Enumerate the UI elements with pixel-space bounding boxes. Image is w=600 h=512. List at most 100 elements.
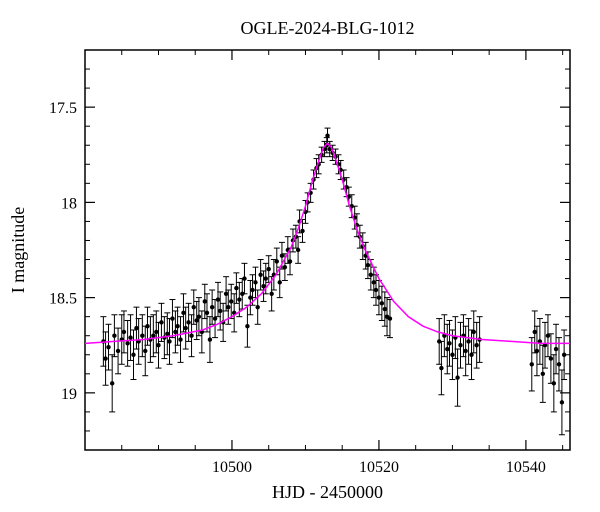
data-point (288, 259, 292, 263)
data-point (541, 372, 545, 376)
data-point (159, 320, 163, 324)
data-point (167, 339, 171, 343)
data-point (388, 316, 392, 320)
data-point (275, 259, 279, 263)
data-point (224, 292, 228, 296)
data-point (112, 334, 116, 338)
data-point (366, 263, 370, 267)
data-point (145, 324, 149, 328)
data-point (197, 314, 201, 318)
data-point (472, 330, 476, 334)
data-point (264, 276, 268, 280)
data-point (134, 326, 138, 330)
data-point (192, 305, 196, 309)
data-point (189, 334, 193, 338)
data-point (466, 339, 470, 343)
data-point (116, 349, 120, 353)
chart-container: 10500 10520 10540 17.5 18 18.5 19 OGLE-2024-BLG… (0, 0, 600, 512)
data-point (242, 276, 246, 280)
data-point (458, 343, 462, 347)
ytick-label: 17.5 (49, 100, 77, 117)
data-point (533, 330, 537, 334)
data-point (374, 288, 378, 292)
ytick-label: 19 (61, 386, 77, 403)
data-point (186, 320, 190, 324)
data-point (560, 400, 564, 404)
data-point (194, 318, 198, 322)
data-point (170, 316, 174, 320)
data-point (226, 305, 230, 309)
ytick-label: 18.5 (49, 291, 77, 308)
data-point (463, 349, 467, 353)
data-point (140, 334, 144, 338)
data-point (255, 305, 259, 309)
data-point (554, 347, 558, 351)
data-point (372, 280, 376, 284)
data-point (377, 295, 381, 299)
data-point (552, 381, 556, 385)
data-point (128, 335, 132, 339)
xtick-label: 10500 (212, 459, 252, 476)
data-point (143, 349, 147, 353)
data-point (296, 248, 300, 252)
data-point (122, 330, 126, 334)
data-point (181, 311, 185, 315)
data-point (557, 362, 561, 366)
data-point (248, 295, 252, 299)
data-point (267, 267, 271, 271)
data-point (269, 292, 273, 296)
data-point (380, 301, 384, 305)
data-point (258, 273, 262, 277)
data-point (229, 299, 233, 303)
data-point (439, 366, 443, 370)
data-point (154, 330, 158, 334)
data-point (369, 273, 373, 277)
data-point (383, 307, 387, 311)
x-axis-label: HJD - 2450000 (272, 482, 383, 502)
xtick-label: 10540 (506, 459, 546, 476)
data-point (474, 343, 478, 347)
data-point (218, 309, 222, 313)
data-point (450, 353, 454, 357)
data-point (173, 330, 177, 334)
data-point (131, 353, 135, 357)
data-point (110, 381, 114, 385)
data-point (205, 311, 209, 315)
y-axis-label: I magnitude (8, 207, 28, 293)
data-point (562, 353, 566, 357)
chart-title: OGLE-2024-BLG-1012 (241, 18, 415, 38)
data-point (535, 349, 539, 353)
model-curve (85, 143, 570, 343)
data-point (237, 297, 241, 301)
data-point (178, 337, 182, 341)
data-point (325, 134, 329, 138)
data-point (210, 305, 214, 309)
data-point (125, 341, 129, 345)
data-point (216, 297, 220, 301)
data-point (165, 332, 169, 336)
data-point (253, 280, 257, 284)
data-point (278, 280, 282, 284)
data-point (549, 356, 553, 360)
data-point (103, 356, 107, 360)
data-point (445, 347, 449, 351)
data-point (455, 375, 459, 379)
data-point (300, 229, 304, 233)
xtick-label: 10520 (359, 459, 399, 476)
data-point (106, 345, 110, 349)
data-point (250, 288, 254, 292)
ytick-label: 18 (61, 195, 77, 212)
data-point (175, 324, 179, 328)
data-point (234, 286, 238, 290)
plot-border (85, 50, 570, 450)
data-point (156, 343, 160, 347)
data-point (151, 334, 155, 338)
data-point (530, 362, 534, 366)
chart-svg: 10500 10520 10540 17.5 18 18.5 19 OGLE-2024-BLG… (0, 0, 600, 512)
data-point (183, 326, 187, 330)
data-point (283, 265, 287, 269)
data-point (203, 299, 207, 303)
data-point (245, 324, 249, 328)
data-point (447, 341, 451, 345)
data-point (208, 337, 212, 341)
